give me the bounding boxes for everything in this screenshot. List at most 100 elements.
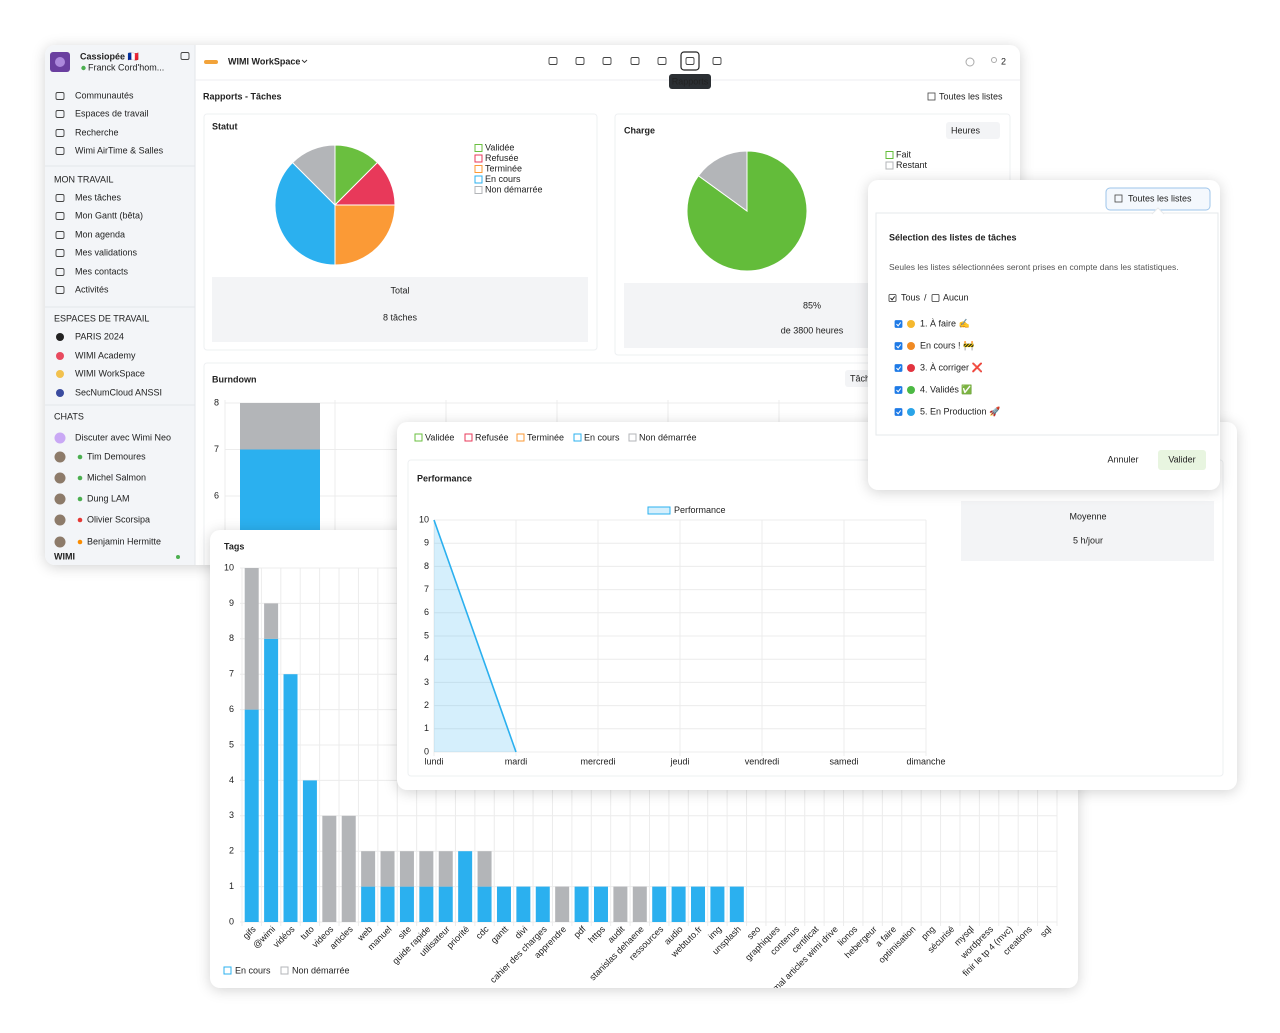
avatar-glow: [55, 57, 65, 67]
legend-swatch: [474, 165, 483, 173]
nav-item[interactable]: Espaces de travail: [75, 108, 149, 118]
list-name: 5. En Production 🚀: [920, 405, 1000, 416]
icon: [55, 129, 65, 137]
card-arrow: [1151, 207, 1165, 215]
unit-select-text[interactable]: Heures: [951, 125, 981, 135]
list-selector-canvas: Toutes les listes Sélection des listes de…: [875, 187, 1219, 470]
online-dot: [176, 555, 180, 559]
nav-item[interactable]: Recherche: [75, 127, 119, 137]
icon[interactable]: [712, 57, 722, 65]
x-tick-label: samedi: [829, 756, 858, 766]
bar: [535, 886, 550, 922]
legend-swatch: [885, 151, 894, 159]
x-tick-label: mardi: [505, 756, 528, 766]
performance-canvas: Validée Refusée Terminée En cours Non démarr…: [407, 432, 1224, 777]
y-tick-label: 10: [224, 562, 234, 572]
checkbox[interactable]: [888, 294, 897, 302]
menu-item[interactable]: Activités: [75, 284, 109, 294]
menu-item[interactable]: Mes contacts: [75, 266, 129, 276]
menu-item[interactable]: Mon agenda: [75, 229, 125, 239]
select-all[interactable]: Tous: [901, 292, 921, 302]
description-box: Seules les listes sélectionnées seront p…: [889, 262, 1179, 272]
icon[interactable]: [575, 57, 585, 65]
filter-icon: [1114, 194, 1123, 203]
bar: [240, 403, 320, 450]
y-tick-label: 2: [424, 700, 429, 710]
status-dot: [77, 539, 83, 545]
average-label: Moyenne: [1069, 511, 1106, 521]
chat-item[interactable]: Discuter avec Wimi Neo: [75, 432, 171, 442]
nav-item[interactable]: Communautés: [75, 90, 134, 100]
checkmark: [896, 344, 902, 349]
list-name: 1. À faire ✍️: [920, 318, 970, 328]
chat-avatar: [54, 493, 66, 505]
menu-item[interactable]: WIMI WorkSpace: [75, 368, 145, 378]
filter-button[interactable]: Toutes les listes: [939, 91, 1003, 101]
page-title: Rapports - Tâches: [203, 91, 282, 101]
legend-swatch: [474, 186, 483, 194]
section-title: MON TRAVAIL: [54, 174, 114, 184]
legend-label: Restant: [896, 160, 928, 170]
bar: [438, 886, 453, 922]
legend-label: Performance: [674, 505, 726, 515]
selector-card: [875, 212, 1219, 436]
icon: [55, 92, 65, 100]
bar: [361, 851, 376, 887]
checkbox[interactable]: [894, 408, 903, 416]
presence-dot: [81, 65, 86, 71]
list-button-text: Toutes les listes: [1128, 193, 1192, 203]
unit-select: [946, 122, 1000, 139]
menu-item[interactable]: Mes tâches: [75, 192, 122, 202]
menu-item[interactable]: SecNumCloud ANSSI: [75, 387, 162, 397]
cancel-button[interactable]: Annuler: [1107, 454, 1138, 464]
pie-slice: [334, 204, 396, 266]
chat-item[interactable]: Tim Demoures: [87, 451, 146, 461]
bar: [613, 886, 628, 922]
legend-label: Terminée: [485, 163, 522, 173]
nav-item[interactable]: Wimi AirTime & Salles: [75, 145, 164, 155]
bar: [691, 886, 706, 922]
y-tick-label: 2: [229, 846, 234, 856]
icon[interactable]: [602, 57, 612, 65]
panel-title: Statut: [212, 121, 238, 131]
chat-item[interactable]: Dung LAM: [87, 493, 130, 503]
total-value: 8 tâches: [383, 312, 418, 322]
icon: [55, 268, 65, 276]
list-color: [907, 386, 915, 394]
list-color: [907, 320, 915, 328]
checkbox[interactable]: [894, 320, 903, 328]
icon: [55, 249, 65, 257]
chat-item[interactable]: Olivier Scorsipa: [87, 514, 150, 524]
checkbox[interactable]: [931, 294, 940, 302]
selector-title: Sélection des listes de tâches: [889, 232, 1017, 242]
menu-item[interactable]: Mon Gantt (bêta): [75, 210, 143, 220]
menu-item[interactable]: WIMI Academy: [75, 350, 136, 360]
chat-avatar: [54, 472, 66, 484]
active-tab: [680, 51, 700, 71]
section-title: CHATS: [54, 411, 84, 421]
bar: [322, 815, 337, 922]
icon[interactable]: [657, 57, 667, 65]
confirm-button[interactable]: Valider: [1168, 454, 1195, 464]
icon[interactable]: [685, 57, 695, 65]
workspace-name[interactable]: WIMI WorkSpace: [228, 56, 300, 66]
legend-swatch: [280, 966, 289, 975]
checkbox[interactable]: [894, 342, 903, 350]
select-none[interactable]: Aucun: [943, 292, 969, 302]
total-label: Total: [390, 285, 409, 295]
selector-description: Seules les listes sélectionnées seront p…: [889, 262, 1179, 272]
chat-item[interactable]: Benjamin Hermitte: [87, 536, 161, 546]
menu-item[interactable]: Mes validations: [75, 247, 138, 257]
icon[interactable]: [548, 57, 558, 65]
tooltip: [669, 74, 711, 89]
legend-swatch: [464, 433, 473, 442]
checkbox[interactable]: [894, 364, 903, 372]
chat-item[interactable]: Michel Salmon: [87, 472, 146, 482]
icon[interactable]: [630, 57, 640, 65]
menu-item[interactable]: PARIS 2024: [75, 331, 124, 341]
checkbox[interactable]: [894, 386, 903, 394]
y-tick-label: 5: [424, 630, 429, 640]
mode-select-text[interactable]: Tâches: [850, 373, 880, 383]
legend-label: Validée: [485, 142, 514, 152]
